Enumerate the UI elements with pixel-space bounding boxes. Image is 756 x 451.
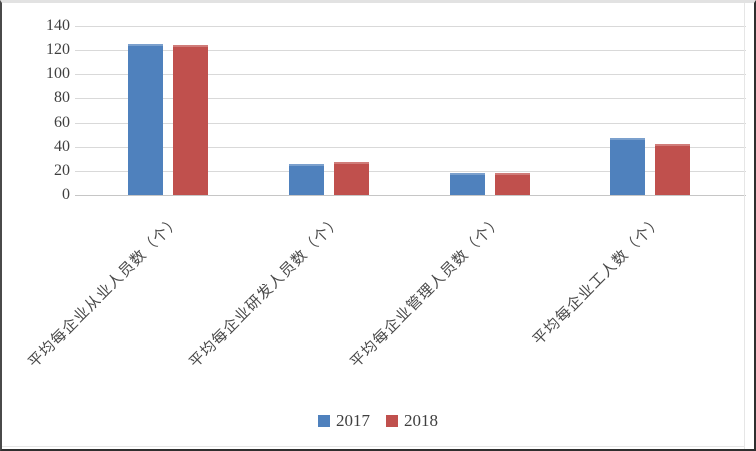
bar-highlight-edge [128,44,163,47]
gridline-40 [75,146,746,148]
category-label-4: 平均每企业工人数（个） [530,212,667,349]
bar-2018-category-2 [334,162,369,195]
gridline-20 [75,170,746,172]
bar-highlight-edge [495,173,530,176]
gridline-140 [75,26,746,27]
y-tick-label: 20 [54,161,70,179]
y-tick-label: 100 [46,65,70,83]
bar-2018-category-1 [173,45,208,195]
bar-2018-category-4 [655,144,690,195]
legend-label: 2018 [404,411,438,430]
frame-bottom-line [2,446,744,447]
gridline-60 [75,122,746,124]
bar-highlight-edge [655,144,690,147]
bar-highlight-edge [289,163,324,166]
gridline-0 [75,195,746,196]
legend-item-2017: 2017 [318,412,370,429]
gridline-80 [75,98,746,100]
bar-highlight-edge [610,138,645,141]
bar-2018-category-3 [495,173,530,195]
frame-right-line [744,3,745,449]
y-tick-label: 140 [46,17,70,34]
bar-2017-category-1 [128,44,163,195]
y-tick-label: 0 [62,186,70,203]
bar-2017-category-4 [610,138,645,195]
legend-label: 2017 [336,411,370,430]
gridline-100 [75,74,746,76]
y-tick-label: 60 [54,113,70,131]
legend: 2017 2018 [2,412,754,429]
legend-swatch-icon [318,414,330,427]
y-tick-label: 80 [54,89,70,107]
gridline-120 [75,50,746,52]
y-tick-label: 40 [54,137,70,155]
category-label-2: 平均每企业研发人员数（个） [186,212,346,372]
category-label-1: 平均每企业从业人员数（个） [25,212,185,372]
bar-highlight-edge [173,45,208,48]
bar-highlight-edge [334,162,369,165]
bar-2017-category-3 [450,173,485,195]
y-tick-label: 120 [46,41,70,59]
bar-highlight-edge [450,173,485,176]
bar-2017-category-2 [289,163,324,195]
category-label-3: 平均每企业管理人员数（个） [347,212,507,372]
legend-item-2018: 2018 [386,412,438,429]
legend-swatch-icon [386,414,398,427]
